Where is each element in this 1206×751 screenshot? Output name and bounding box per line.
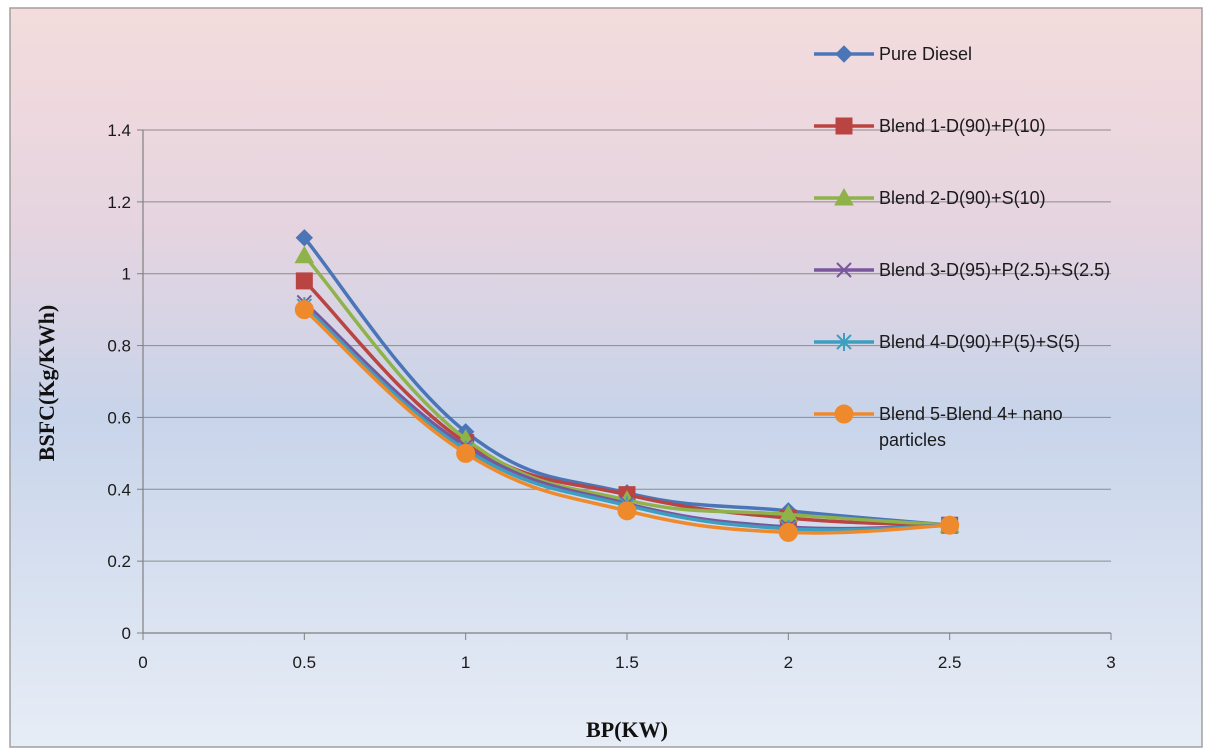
data-point: [617, 501, 637, 521]
legend-swatch-marker: [835, 45, 853, 63]
legend-swatch-marker: [834, 404, 854, 424]
series-line: [302, 254, 952, 527]
series-lines: [294, 229, 960, 542]
legend-item-6: Blend 5-Blend 4+ nano particles: [814, 404, 1063, 450]
x-tick-label: 1: [461, 653, 470, 672]
legend: Pure Diesel Blend 1-D(90)+P(10) Blend 2-D(…: [814, 44, 1110, 450]
legend-swatch-marker: [835, 117, 853, 135]
y-tick-label: 0: [122, 624, 131, 643]
x-tick-label: 0.5: [293, 653, 317, 672]
legend-label: Blend 4-D(90)+P(5)+S(5): [879, 332, 1080, 352]
legend-item-4: Blend 3-D(95)+P(2.5)+S(2.5): [814, 260, 1110, 280]
chart-area-background: [9, 7, 1203, 748]
series-6: [294, 300, 960, 542]
y-tick-label: 1: [122, 265, 131, 284]
legend-item-1: Pure Diesel: [814, 44, 972, 64]
y-tick-label: 0.2: [107, 552, 131, 571]
y-tick-label: 0.8: [107, 337, 131, 356]
data-point: [294, 245, 315, 264]
x-tick-label: 2.5: [938, 653, 962, 672]
legend-label: Blend 2-D(90)+S(10): [879, 188, 1046, 208]
series-line: [302, 279, 952, 527]
x-tick-label: 1.5: [615, 653, 639, 672]
data-point: [295, 272, 313, 290]
legend-label: Blend 1-D(90)+P(10): [879, 116, 1046, 136]
series-line: [302, 236, 952, 527]
legend-label: Blend 3-D(95)+P(2.5)+S(2.5): [879, 260, 1110, 280]
legend-swatch-marker: [834, 187, 854, 206]
x-axis-title: BP(KW): [586, 717, 668, 742]
legend-swatch-marker: [836, 262, 852, 278]
y-tick-label: 1.4: [107, 121, 131, 140]
y-tick-label: 1.2: [107, 193, 131, 212]
data-point: [778, 522, 798, 542]
marker-stroke: [836, 262, 852, 278]
legend-swatch-marker: [836, 333, 852, 351]
legend-item-2: Blend 1-D(90)+P(10): [814, 116, 1046, 136]
y-tick-label: 0.6: [107, 408, 131, 427]
axes: 0 0.2 0.4 0.6 0.8 1 1.2 1.4 0 0.5 1 1.5 2 2.5 3: [107, 121, 1115, 672]
y-axis-title: BSFC(Kg/KWh): [34, 305, 59, 461]
legend-item-3: Blend 2-D(90)+S(10): [814, 187, 1046, 208]
x-tick-label: 2: [784, 653, 793, 672]
legend-label: Blend 5-Blend 4+ nano: [879, 404, 1063, 424]
x-tick-label: 0: [138, 653, 147, 672]
series-line: [302, 304, 952, 532]
x-tick-label: 3: [1106, 653, 1115, 672]
legend-label: particles: [879, 430, 946, 450]
y-tick-label: 0.4: [107, 480, 131, 499]
data-point: [940, 515, 960, 535]
legend-label: Pure Diesel: [879, 44, 972, 64]
legend-item-5: Blend 4-D(90)+P(5)+S(5): [814, 332, 1080, 352]
data-point: [456, 443, 476, 463]
data-point: [294, 300, 314, 320]
